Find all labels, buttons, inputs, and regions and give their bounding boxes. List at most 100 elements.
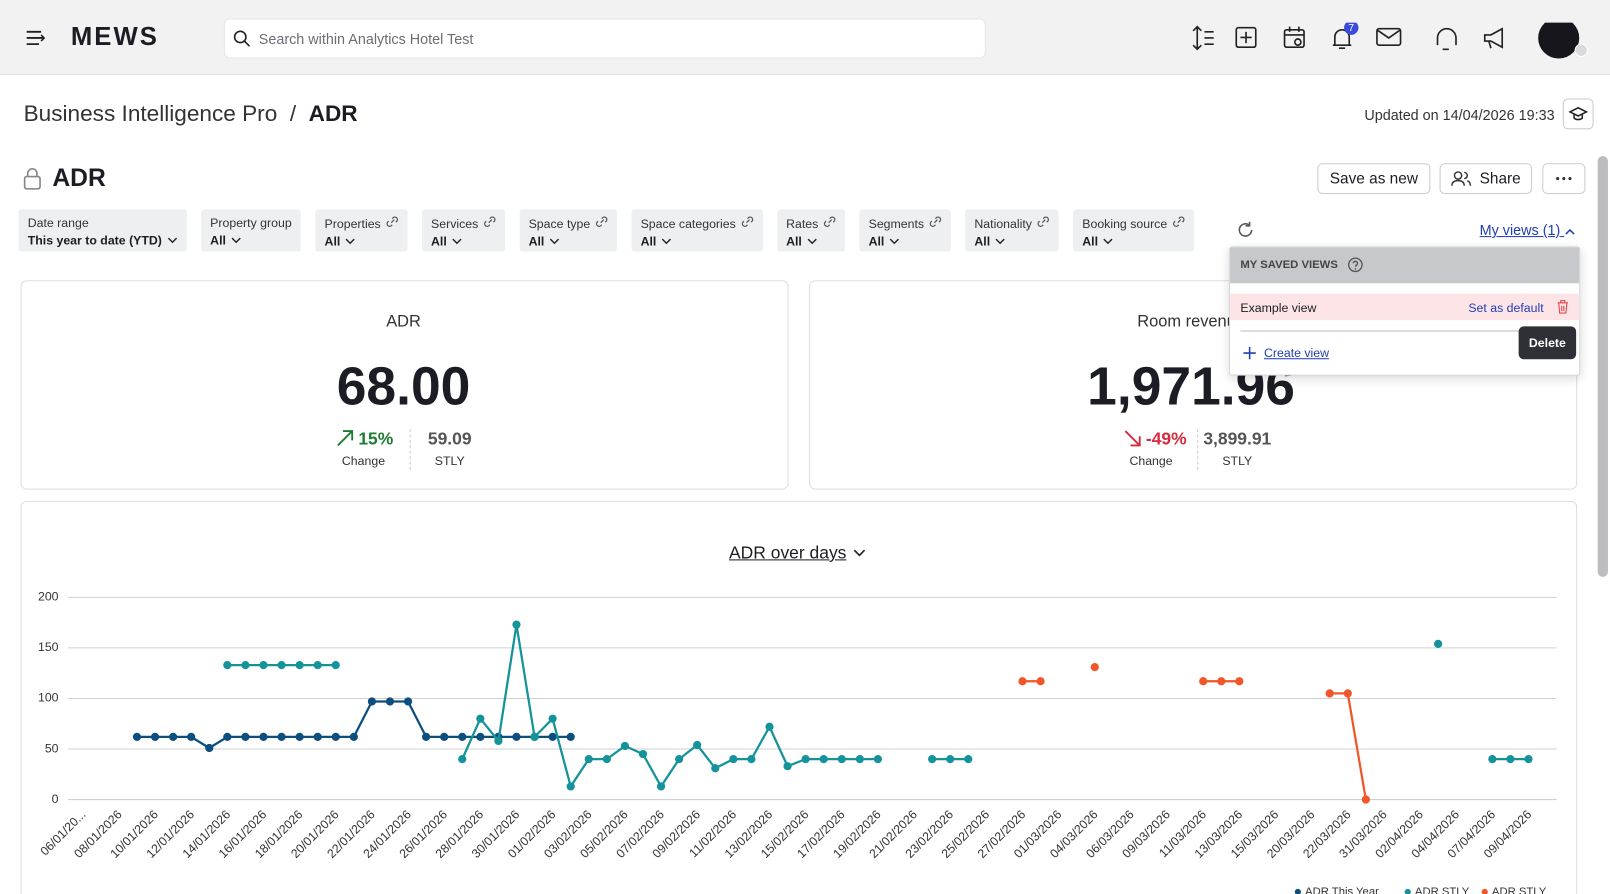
filter-label: Services [431,216,479,231]
kpi-stly: 59.09 [427,429,472,449]
data-point [223,660,232,670]
filter-label-row: Nationality [974,216,1049,231]
view-row[interactable]: Example view Set as default [1230,293,1580,321]
data-point [964,755,973,764]
link-icon [386,216,398,231]
data-point [928,755,937,764]
view-name: Example view [1240,300,1317,316]
filter-value: All [210,232,226,248]
filter[interactable]: Nationality All [965,209,1059,252]
data-point [801,755,810,764]
chevron [995,234,1006,248]
reset-icon[interactable] [1235,220,1256,241]
chevron [807,234,817,248]
data-point [855,755,864,764]
filter-label: Booking source [1082,216,1168,231]
share-button[interactable]: Share [1439,163,1532,194]
y-tick-label: 50 [45,741,59,755]
kpi-stly-label: STLY [434,453,465,469]
menu-icon[interactable] [26,29,47,47]
series-line [136,700,571,750]
create-view-link[interactable]: Create view [1263,345,1330,361]
filter-value-row: All [1082,234,1184,248]
data-point [494,736,503,746]
data-point [187,732,196,741]
nav-icons[interactable]: 7 [1181,22,1592,60]
link-icon [823,216,836,231]
arrow-down [1123,429,1141,453]
data-point [1036,677,1045,686]
legend-label: ADR STLY [1415,886,1470,894]
filter-value: This year to date (YTD) [27,232,162,248]
data-point [656,782,666,791]
filter[interactable]: Date range This year to date (YTD) [18,209,187,252]
more-button[interactable] [1542,163,1586,194]
y-tick-label: 0 [52,792,59,806]
legend-label: ADR This Year [1305,886,1379,894]
data-point [548,714,557,723]
filter-value: All [431,234,447,249]
share-icon [1451,171,1472,186]
filter-value: All [640,234,657,249]
data-point [602,755,611,764]
filter[interactable]: Rates All [776,209,845,252]
delete-icon[interactable] [1557,300,1569,314]
save-as-new-button[interactable]: Save as new [1317,163,1431,194]
filter[interactable]: Services All [421,209,505,252]
data-point [1235,677,1244,686]
legend-swatch [1481,888,1488,894]
data-point [277,732,286,741]
breadcrumb-parent[interactable]: Business Intelligence Pro [23,100,278,127]
chart-title-text: ADR over days [729,542,847,563]
data-point [675,755,684,764]
data-point [530,732,539,741]
top-bar: MEWS Search within Analytics Hotel Test … [0,0,1610,75]
data-point [711,764,720,773]
data-point [566,732,575,741]
data-point [259,732,268,741]
data-point [440,732,449,741]
filter-value-row: All [325,234,399,248]
search-box[interactable]: Search within Analytics Hotel Test [223,18,986,59]
breadcrumb-current: ADR [308,100,358,127]
filter-value: All [1082,234,1099,249]
help-icon[interactable] [1347,257,1363,273]
chevron [231,233,241,247]
data-point [259,660,268,670]
filter-value: All [974,234,991,249]
filter-label-row: Properties [325,216,399,231]
filter-label-row: Space type [529,216,608,231]
my-views-link[interactable]: My views (1) [1480,222,1577,238]
link-icon [483,216,496,231]
filter[interactable]: Segments All [859,209,951,252]
filter[interactable]: Space type All [519,209,617,252]
data-point [277,660,286,670]
legend-swatch [1294,888,1301,894]
data-point [620,741,630,751]
filter[interactable]: Space categories All [631,209,763,252]
lock-icon [23,168,41,190]
data-point [1325,689,1334,698]
logo[interactable]: MEWS [70,22,159,52]
filter-bar: Date range This year to date (YTD) Propert… [18,209,1194,252]
filter[interactable]: Properties All [315,209,408,252]
filter-value-row: This year to date (YTD) [28,233,178,247]
more-icon [1556,177,1572,181]
filter-label: Space type [528,216,591,231]
scrollbar[interactable] [1597,156,1608,577]
data-point [169,732,178,741]
tooltip: Delete [1518,326,1577,360]
link-icon [929,216,942,231]
filter[interactable]: Property group All [200,209,301,252]
data-point [693,740,702,750]
filter[interactable]: Booking source All [1073,209,1194,252]
filter-label: Rates [786,216,819,231]
filter-label: Date range [27,215,89,230]
data-point [349,732,358,741]
set-default-link[interactable]: Set as default [1468,300,1544,316]
data-point [476,714,485,723]
filter-label-row: Services [431,216,496,231]
help-button[interactable] [1562,98,1594,130]
chart-title[interactable]: ADR over days [729,543,867,564]
